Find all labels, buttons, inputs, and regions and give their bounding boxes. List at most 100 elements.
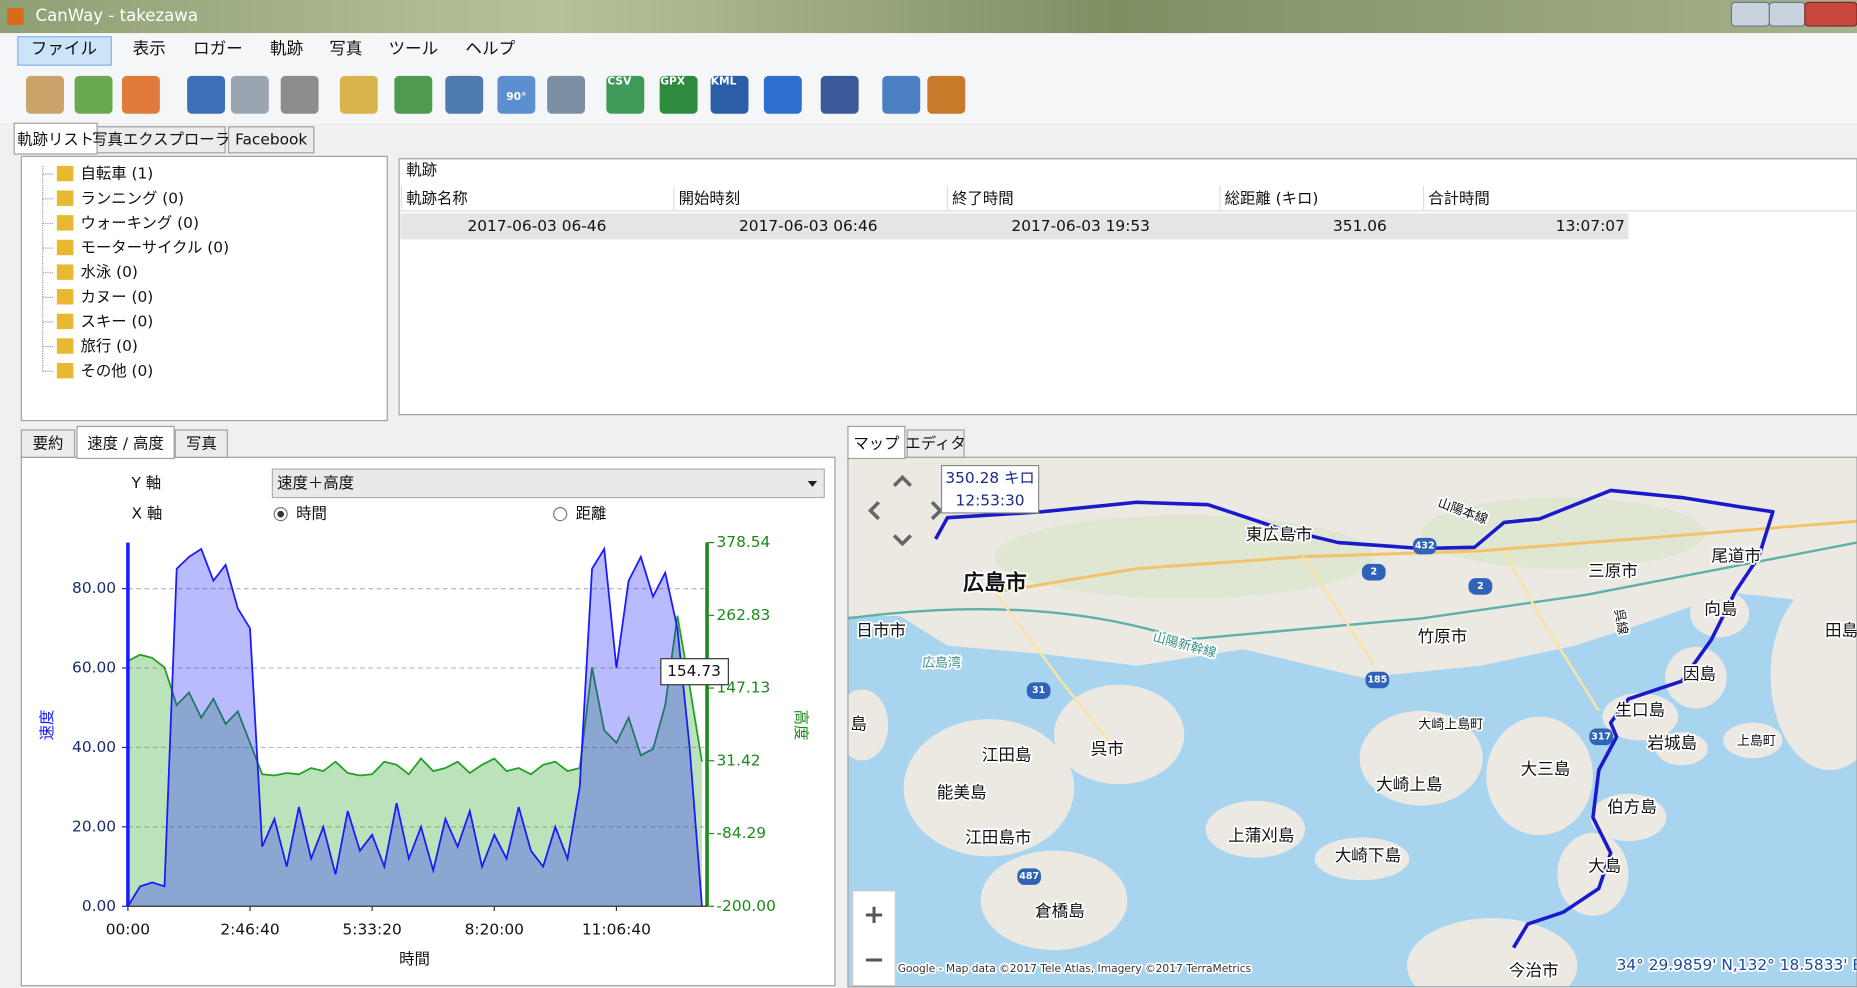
map-label: 広島湾 — [922, 655, 961, 671]
map-label: 日市市 — [856, 621, 906, 640]
toolbar-button[interactable] — [122, 76, 160, 114]
table-title: 軌跡 — [406, 161, 437, 179]
tab-label: 写真エクスプローラ — [92, 130, 230, 148]
tree-item[interactable]: スキー (0) — [81, 312, 154, 330]
menu-item[interactable]: 軌跡 — [270, 39, 304, 58]
y-axis-label: 速度 — [38, 710, 56, 741]
tree-item[interactable]: ウォーキング (0) — [81, 214, 199, 232]
menu-item[interactable]: ヘルプ — [465, 39, 515, 58]
road-number: 432 — [1415, 541, 1435, 552]
map-label: 能美島 — [937, 783, 987, 802]
toolbar-button[interactable] — [187, 76, 225, 114]
table-cell: 13:07:07 — [1556, 217, 1625, 235]
toolbar-button[interactable] — [764, 76, 802, 114]
map-coordinates: 34° 29.9859' N,132° 18.5833' E — [1617, 956, 1857, 974]
window-title: CanWay - takezawa — [36, 6, 198, 25]
app-icon — [7, 8, 24, 25]
folder-icon — [57, 338, 74, 353]
folder-icon — [57, 289, 74, 304]
tab-label: Facebook — [235, 130, 307, 148]
toolbar-button[interactable] — [547, 76, 585, 114]
map-label: 因島 — [1683, 665, 1716, 684]
x-tick-label: 00:00 — [106, 920, 150, 938]
folder-icon — [57, 166, 74, 181]
map-label: 大三島 — [1521, 760, 1571, 779]
toolbar-icon-label: KML — [711, 75, 737, 88]
y-tick-label: 20.00 — [72, 817, 116, 835]
dropdown-value[interactable]: 速度＋高度 — [277, 474, 354, 492]
map-label: 生口島 — [1615, 700, 1665, 719]
toolbar-button[interactable] — [75, 76, 113, 114]
close-button[interactable] — [1805, 2, 1857, 26]
map-label: 上島町 — [1737, 734, 1776, 749]
y-axis-dropdown[interactable] — [272, 469, 824, 497]
map-attribution: Google - Map data ©2017 Tele Atlas, Imag… — [898, 962, 1252, 975]
toolbar-button[interactable] — [26, 76, 64, 114]
toolbar-icon-label: CSV — [607, 75, 632, 88]
toolbar-button[interactable] — [340, 76, 378, 114]
map-label: 尾道市 — [1711, 546, 1761, 565]
map-label: 今治市 — [1509, 961, 1559, 980]
tree-item[interactable]: ランニング (0) — [81, 189, 185, 207]
map[interactable]: 東広島市山陽本線広島市三原市尾道市日市市竹原市向島田島山陽新幹線広島湾因島生口島… — [836, 458, 1857, 988]
tab-label: エディタ — [905, 434, 965, 453]
y-tick-label: 80.00 — [72, 579, 116, 597]
title-bar — [0, 0, 1857, 33]
map-label: 大崎上島 — [1376, 775, 1442, 794]
toolbar-button[interactable] — [281, 76, 319, 114]
tree-item[interactable]: モーターサイクル (0) — [81, 239, 230, 257]
folder-icon — [57, 314, 74, 329]
y-tick-label: 60.00 — [72, 659, 116, 677]
menu-item[interactable]: ツール — [388, 39, 438, 58]
folder-icon — [57, 240, 74, 255]
radio-label: 距離 — [576, 505, 607, 523]
tree-item[interactable]: 旅行 (0) — [81, 337, 138, 355]
y2-tick-label: -84.29 — [717, 824, 767, 842]
map-label: 向島 — [1704, 600, 1737, 619]
tree-item[interactable]: 自転車 (1) — [81, 165, 154, 183]
y-tick-label: 40.00 — [72, 738, 116, 756]
column-header[interactable]: 終了時間 — [952, 190, 1013, 208]
zoom-in[interactable]: + — [863, 900, 885, 930]
menu-item[interactable]: ファイル — [31, 39, 97, 58]
menu-item[interactable]: 表示 — [133, 39, 166, 58]
toolbar-button[interactable] — [394, 76, 432, 114]
column-header[interactable]: 総距離 (キロ) — [1225, 190, 1319, 208]
toolbar-button[interactable] — [821, 76, 859, 114]
radio-button[interactable] — [554, 508, 567, 521]
tree-item[interactable]: カヌー (0) — [81, 288, 154, 306]
column-header[interactable]: 開始時刻 — [679, 190, 740, 208]
map-label: 岩城島 — [1647, 733, 1697, 752]
map-label: 広島市 — [963, 570, 1027, 596]
map-tooltip-time: 12:53:30 — [956, 492, 1025, 510]
toolbar-button[interactable] — [882, 76, 920, 114]
radio-dot — [277, 511, 284, 518]
folder-icon — [57, 215, 74, 230]
tree-item[interactable]: 水泳 (0) — [81, 263, 138, 281]
table-cell: 2017-06-03 06-46 — [467, 217, 606, 235]
map-label: 倉橋島 — [1035, 902, 1085, 921]
tab-label: 写真 — [186, 435, 217, 453]
toolbar-button[interactable] — [927, 76, 965, 114]
minimize-button[interactable] — [1731, 2, 1769, 26]
x-tick-label: 5:33:20 — [343, 920, 402, 938]
app-window: 東広島市山陽本線広島市三原市尾道市日市市竹原市向島田島山陽新幹線広島湾因島生口島… — [0, 0, 1857, 988]
page: { "window": {"title": "CanWay - takezawa… — [0, 0, 1857, 988]
map-tooltip-distance: 350.28 キロ — [945, 469, 1034, 487]
toolbar-button[interactable] — [231, 76, 269, 114]
menu-item[interactable]: 写真 — [329, 39, 362, 58]
road-number: 2 — [1371, 567, 1378, 578]
track-table-panel — [399, 159, 1857, 415]
toolbar-button[interactable] — [445, 76, 483, 114]
tab-label: 要約 — [33, 435, 64, 453]
zoom-out[interactable]: − — [863, 945, 885, 975]
column-header[interactable]: 合計時間 — [1428, 190, 1489, 208]
x-axis-label: 時間 — [399, 950, 430, 968]
map-label: 江田島 — [982, 745, 1032, 764]
menu-item[interactable]: ロガー — [193, 39, 243, 58]
table-cell: 2017-06-03 06:46 — [739, 217, 878, 235]
maximize-button[interactable] — [1769, 2, 1805, 26]
column-header[interactable]: 軌跡名称 — [406, 190, 467, 208]
y2-tick-label: 378.54 — [717, 533, 771, 551]
tree-item[interactable]: その他 (0) — [81, 362, 154, 380]
